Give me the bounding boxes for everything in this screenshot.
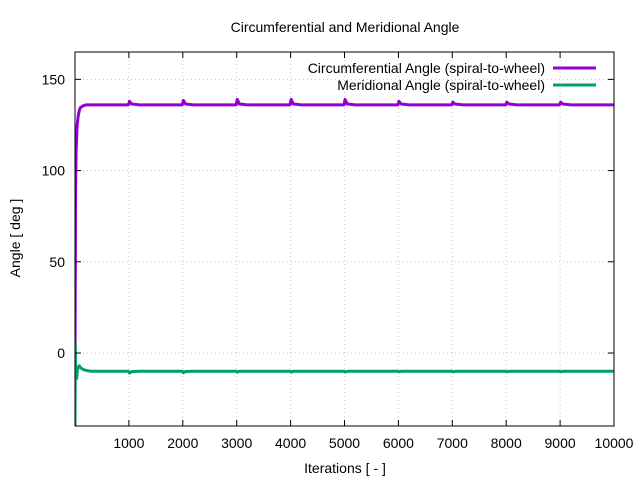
series-layer	[75, 97, 614, 426]
x-tick-label: 8000	[491, 435, 522, 451]
legend: Circumferential Angle (spiral-to-wheel) …	[308, 60, 596, 93]
x-tick-label: 4000	[275, 435, 306, 451]
y-tick-label: 100	[42, 163, 66, 179]
y-tick-label: 0	[57, 345, 65, 361]
series-line-circumferential	[75, 97, 614, 372]
x-tick-label: 7000	[437, 435, 468, 451]
y-tick-label: 150	[42, 71, 66, 87]
x-tick-label: 5000	[329, 435, 360, 451]
x-tick-label: 9000	[545, 435, 576, 451]
x-tick-label: 3000	[221, 435, 252, 451]
x-tick-label: 6000	[383, 435, 414, 451]
x-tick-label: 10000	[595, 435, 634, 451]
y-tick-label: 50	[49, 254, 65, 270]
ticks	[75, 52, 615, 426]
series-line-meridional	[75, 342, 614, 426]
tick-labels: 1000 2000 3000 4000 5000 6000 7000 8000 9000 1000…	[42, 71, 634, 451]
x-axis-label: Iterations [ - ]	[304, 460, 386, 476]
y-axis-label: Angle [ deg ]	[7, 199, 23, 278]
chart-title: Circumferential and Meridional Angle	[231, 19, 460, 35]
x-tick-label: 2000	[167, 435, 198, 451]
legend-label-circumferential: Circumferential Angle (spiral-to-wheel)	[308, 60, 545, 76]
x-tick-label: 1000	[113, 435, 144, 451]
legend-label-meridional: Meridional Angle (spiral-to-wheel)	[337, 77, 545, 93]
